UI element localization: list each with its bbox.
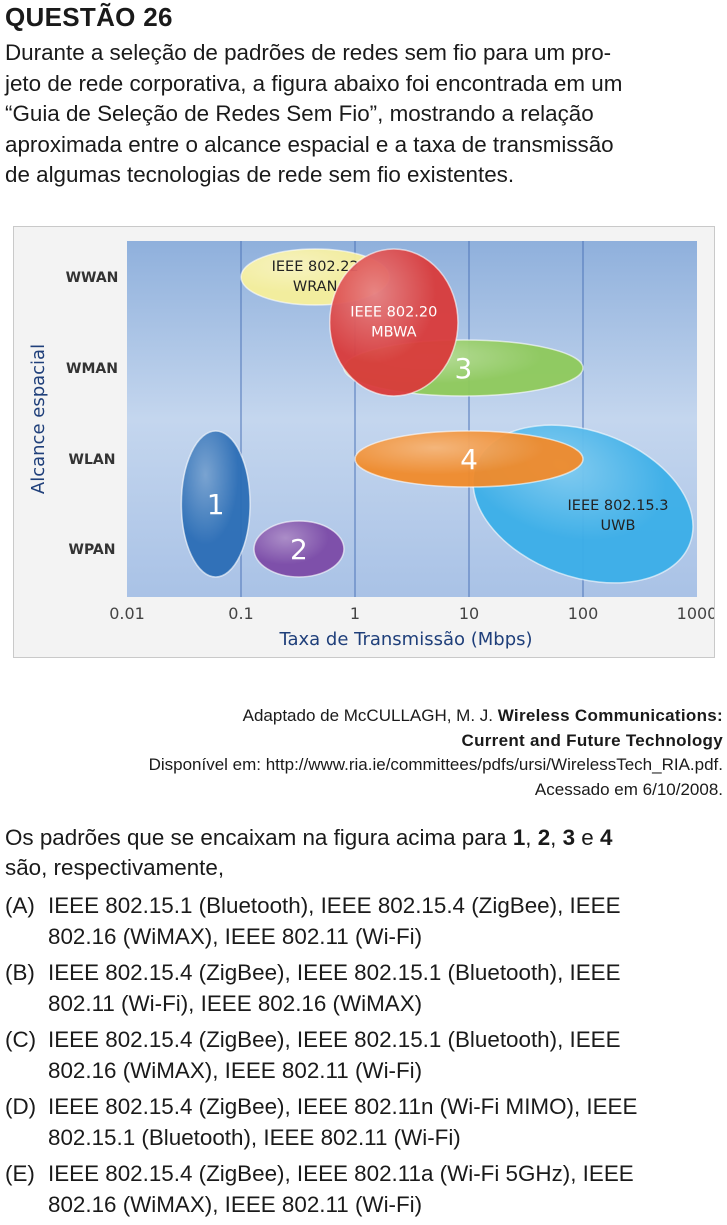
option-text: 802.11 (Wi-Fi), IEEE 802.16 (WiMAX) — [48, 991, 423, 1016]
question-title: QUESTÃO 26 — [5, 2, 173, 32]
region-label: 3 — [455, 352, 473, 385]
question-prompt: Os padrões que se encaixam na figura aci… — [5, 823, 725, 883]
x-axis-label: Taxa de Transmissão (Mbps) — [278, 629, 532, 650]
y-category-label: WWAN — [66, 270, 119, 286]
region-gloss — [355, 431, 583, 487]
option-text: IEEE 802.15.4 (ZigBee), IEEE 802.11a (Wi… — [48, 1161, 634, 1186]
region-ellipse: IEEE 802.20 MBWA — [328, 248, 459, 397]
option-text: IEEE 802.15.4 (ZigBee), IEEE 802.15.1 (B… — [48, 1027, 621, 1052]
option-text: 802.16 (WiMAX), IEEE 802.11 (Wi-Fi) — [48, 1058, 423, 1083]
source-accessed: Acessado em 6/10/2008. — [534, 779, 723, 799]
region-label: UWB — [601, 518, 636, 534]
region-label: 1 — [207, 488, 225, 521]
source-url: Disponível em: http://www.ria.ie/committ… — [148, 755, 723, 774]
prompt-line: são, respectivamente, — [5, 855, 225, 880]
option-text: 802.16 (WiMAX), IEEE 802.11 (Wi-Fi) — [48, 924, 423, 949]
region-label: 2 — [290, 533, 308, 566]
option-d[interactable]: (D) IEEE 802.15.4 (ZigBee), IEEE 802.11n… — [5, 1091, 725, 1153]
y-axis-label: Alcance espacial — [28, 344, 49, 494]
question-intro: Durante a seleção de padrões de redes se… — [5, 38, 725, 191]
intro-line: jeto de rede corporativa, a figura abaix… — [5, 70, 623, 96]
intro-line: aproximada entre o alcance espacial e a … — [5, 131, 614, 157]
intro-line: Durante a seleção de padrões de redes se… — [5, 40, 612, 65]
x-tick-label: 1000 — [677, 604, 714, 623]
option-text: IEEE 802.15.4 (ZigBee), IEEE 802.15.1 (B… — [48, 960, 621, 985]
option-letter: (E) — [5, 1161, 35, 1186]
option-letter: (D) — [5, 1094, 37, 1119]
region-ellipse: IEEE 802.22 WRAN — [240, 248, 391, 306]
region-gloss — [181, 431, 251, 577]
region-label: IEEE 802.20 — [350, 305, 437, 321]
source-line: Current and Future Technology — [461, 730, 723, 750]
option-letter: (B) — [5, 960, 35, 985]
x-tick-label: 10 — [459, 604, 479, 623]
answer-options: (A) IEEE 802.15.1 (Bluetooth), IEEE 802.… — [5, 890, 725, 1225]
x-tick-label: 0.1 — [228, 604, 253, 623]
source-line: Adaptado de McCULLAGH, M. J. Wireless Co… — [242, 706, 723, 725]
region-ellipse: 1 — [180, 430, 251, 578]
option-b[interactable]: (B) IEEE 802.15.4 (ZigBee), IEEE 802.15.… — [5, 957, 725, 1019]
region-label: 4 — [460, 443, 478, 476]
option-text: IEEE 802.15.4 (ZigBee), IEEE 802.11n (Wi… — [48, 1094, 638, 1119]
option-e[interactable]: (E) IEEE 802.15.4 (ZigBee), IEEE 802.11a… — [5, 1158, 725, 1220]
option-letter: (C) — [5, 1027, 37, 1052]
option-text: 802.16 (WiMAX), IEEE 802.11 (Wi-Fi) — [48, 1192, 423, 1217]
intro-line: “Guia de Seleção de Redes Sem Fio”, most… — [5, 101, 594, 126]
region-label: WRAN — [293, 279, 338, 295]
region-label: IEEE 802.15.3 — [568, 498, 669, 514]
intro-line: de algumas tecnologias de rede sem fio e… — [5, 162, 515, 187]
region-ellipse: 2 — [253, 520, 345, 578]
prompt-line: Os padrões que se encaixam na figura aci… — [5, 825, 613, 850]
option-text: IEEE 802.15.1 (Bluetooth), IEEE 802.15.4… — [48, 893, 621, 918]
source-citation: Adaptado de McCULLAGH, M. J. Wireless Co… — [3, 704, 723, 802]
x-tick-label: 0.01 — [109, 604, 145, 623]
x-tick-label: 1 — [350, 604, 360, 623]
region-gloss — [253, 521, 344, 577]
option-text: 802.15.1 (Bluetooth), IEEE 802.11 (Wi-Fi… — [48, 1125, 461, 1150]
region-ellipse: 4 — [354, 430, 584, 488]
option-letter: (A) — [5, 893, 35, 918]
y-category-label: WMAN — [66, 361, 118, 377]
y-category-label: WPAN — [69, 542, 116, 558]
option-a[interactable]: (A) IEEE 802.15.1 (Bluetooth), IEEE 802.… — [5, 890, 725, 952]
region-label: IEEE 802.22 — [272, 259, 359, 275]
y-category-label: WLAN — [69, 452, 116, 468]
region-gloss — [329, 249, 458, 396]
option-c[interactable]: (C) IEEE 802.15.4 (ZigBee), IEEE 802.15.… — [5, 1024, 725, 1086]
x-tick-label: 100 — [568, 604, 599, 623]
region-label: MBWA — [371, 325, 416, 341]
chart-figure: 1 2 IEEE 802.22 WRAN IEEE 802.15.3 UWB 4 3 IEEE … — [13, 226, 715, 658]
